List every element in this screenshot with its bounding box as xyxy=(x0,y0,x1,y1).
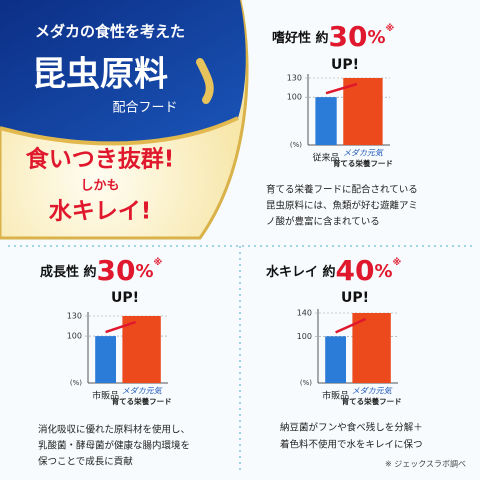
headline: 嗜好性 約30%※ xyxy=(272,20,395,53)
x-tick-label: 従来品 xyxy=(313,152,340,164)
brand-label: メダカ元気 xyxy=(343,149,384,158)
headline-part: 水キレイ 約 xyxy=(266,264,336,280)
headline-part: 成長性 約 xyxy=(40,264,97,280)
bar xyxy=(325,336,346,383)
trend-arrow xyxy=(335,317,367,334)
headline-part: ※ xyxy=(386,23,395,34)
banner-gold-arc xyxy=(0,116,239,146)
y-tick-label: 140 xyxy=(297,309,312,318)
headline-part: 嗜好性 約 xyxy=(272,30,329,46)
headline-suffix: UP! xyxy=(331,57,359,73)
banner-subtitle: 配合フード xyxy=(112,101,177,116)
headline-part: % xyxy=(375,261,393,282)
caption-line: 保つことで成長に貢献 xyxy=(38,456,133,468)
caption-line: 昆虫原料には、魚類が好む遊離アミ xyxy=(266,200,418,212)
brand-label: メダカ元気 xyxy=(352,387,393,396)
caption-line: 乳酸菌・酵母菌が健康な腸内環境を xyxy=(38,440,190,452)
bar xyxy=(95,336,116,383)
brand-label: メダカ元気 xyxy=(122,387,163,396)
headline-part: 30 xyxy=(97,254,136,287)
y-tick-label: 100 xyxy=(67,332,82,341)
footnote: ※ ジェックスラボ調べ xyxy=(385,459,466,469)
larva-icon xyxy=(196,58,214,104)
y-axis-label: (%) xyxy=(290,141,302,149)
bar xyxy=(343,78,383,145)
headline-part: 30 xyxy=(329,20,368,53)
headline-part: ※ xyxy=(154,257,163,268)
banner-title: 昆虫原料 xyxy=(32,55,168,95)
y-tick-label: 100 xyxy=(297,332,312,341)
y-axis-label: (%) xyxy=(300,379,312,387)
headline-part: 40 xyxy=(336,254,375,287)
x-tick-label: 市販品 xyxy=(92,390,119,402)
y-tick-label: 100 xyxy=(287,93,302,102)
headline-part: % xyxy=(368,27,386,48)
caption-line: 育てる栄養フードに配合されている xyxy=(266,184,418,196)
caption-line: 消化吸収に優れた原料材を使用し、 xyxy=(38,424,190,436)
headline-suffix: UP! xyxy=(111,290,139,306)
bar xyxy=(352,313,391,383)
headline: 成長性 約30%※ xyxy=(40,254,163,287)
bar xyxy=(315,97,337,145)
x-tick-label: 市販品 xyxy=(322,390,349,402)
banner-connector: しかも xyxy=(80,179,119,194)
x-tick-label: 育てる栄養フード xyxy=(333,158,393,168)
caption-line: 納豆菌がフンや食べ残しを分解＋ xyxy=(280,422,423,434)
x-tick-label: 育てる栄養フード xyxy=(112,396,172,406)
caption-line: 着色料不使用で水をキレイに保つ xyxy=(280,439,423,451)
headline-part: % xyxy=(136,261,154,282)
banner-claim: 水キレイ! xyxy=(49,199,152,225)
headline-part: ※ xyxy=(393,257,402,268)
x-tick-label: 育てる栄養フード xyxy=(342,396,402,406)
headline: 水キレイ 約40%※ xyxy=(266,254,402,287)
trend-arrow xyxy=(325,82,358,95)
y-tick-label: 130 xyxy=(67,312,82,321)
banner-lead: メダカの食性を考えた xyxy=(35,23,185,41)
bar xyxy=(122,316,161,383)
banner-claim: 食いつき抜群! xyxy=(26,146,175,173)
banner-blue xyxy=(0,0,246,144)
caption-line: ノ酸が豊富に含まれている xyxy=(266,216,380,228)
headline-suffix: UP! xyxy=(341,290,369,306)
trend-arrow xyxy=(105,320,136,334)
y-tick-label: 130 xyxy=(287,74,302,83)
y-axis-label: (%) xyxy=(70,379,82,387)
